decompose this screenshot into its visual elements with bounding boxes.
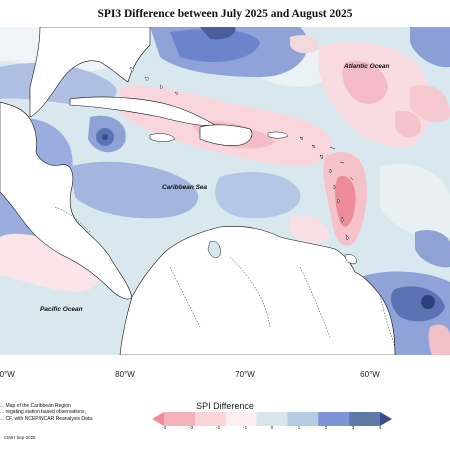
legend-swatch — [164, 412, 196, 426]
map-title: SPI3 Difference between July 2025 and Au… — [97, 8, 353, 20]
legend-tick-label: 1 — [297, 426, 301, 431]
map-description: ... Map of the Caribbean Region ... rega… — [0, 403, 110, 422]
jamaica-land — [149, 133, 176, 142]
legend-colorbar — [152, 412, 392, 426]
legend-swatch — [225, 412, 258, 426]
anomaly-zone-dry — [290, 35, 319, 54]
anomaly-core-dry — [335, 176, 356, 227]
south-america-land — [119, 226, 396, 355]
anomaly-core-very-wet — [421, 295, 435, 309]
legend-swatch — [256, 412, 288, 426]
map-area: Atlantic Ocean Caribbean Sea Pacific Oce… — [0, 27, 450, 355]
pacific-ocean-label: Pacific Ocean — [40, 306, 83, 313]
legend-tick-label: 0 — [270, 426, 274, 431]
legend-tick-label: 3 — [351, 426, 355, 431]
caribbean-sea-label: Caribbean Sea — [162, 184, 208, 191]
legend-tick-label: -2 — [215, 426, 221, 431]
anomaly-zone-dry — [290, 215, 330, 244]
legend-swatch — [194, 412, 227, 426]
anomaly-zone-dry — [428, 324, 450, 355]
longitude-label-80w: 80°W — [115, 370, 135, 379]
anomaly-zone-dry — [0, 233, 101, 292]
legend-arrow-right — [380, 412, 392, 426]
anomaly-zone-dry — [410, 85, 450, 123]
atlantic-ocean-label: Atlantic Ocean — [344, 63, 390, 70]
lesser-antilles-land — [299, 136, 350, 241]
puerto-rico-land — [267, 131, 289, 139]
central-america-land — [0, 101, 133, 300]
legend-arrow-left — [152, 412, 164, 426]
longitude-label-60w: 60°W — [360, 370, 380, 379]
legend-tick-label: -4 — [161, 426, 167, 431]
anomaly-zone-very-wet — [390, 286, 445, 322]
description-line: ... regating station based observations, — [0, 409, 86, 416]
legend-swatch — [318, 412, 350, 426]
anomaly-zone-wet — [415, 230, 450, 268]
bahamas-land — [129, 66, 179, 96]
trinidad-land — [344, 254, 357, 264]
description-line: ... CF, with NCEP/NCAR Reanalysis Data. — [0, 415, 94, 422]
anomaly-zone-dry — [395, 110, 421, 138]
lake-maracaibo — [207, 241, 221, 259]
anomaly-zone-wet — [215, 172, 301, 219]
hispaniola-land — [199, 124, 253, 146]
legend-tick-label: -3 — [188, 426, 194, 431]
precip-anomaly-map — [0, 27, 450, 355]
description-line: ... Map of the Caribbean Region — [0, 403, 71, 409]
legend-tick-label: 2 — [324, 426, 328, 431]
credit-text: CIMH Sep-2025 — [4, 435, 36, 440]
longitude-label-90w: 90°W — [0, 370, 15, 379]
country-borders — [54, 206, 396, 348]
anomaly-zone-wet — [70, 161, 199, 219]
legend-tick-label: 4 — [378, 426, 382, 431]
legend-swatch — [349, 412, 381, 426]
legend-swatch — [287, 412, 319, 426]
anomaly-zone-wet — [170, 29, 260, 62]
legend-tick-label: -1 — [242, 426, 248, 431]
legend-title: SPI Difference — [196, 401, 254, 411]
anomaly-zone-neutral — [380, 163, 450, 238]
longitude-label-70w: 70°W — [235, 370, 255, 379]
anomaly-zone-wet — [410, 27, 450, 68]
anomaly-zone-dry — [342, 60, 388, 104]
anomaly-zone-very-wet — [200, 27, 236, 40]
